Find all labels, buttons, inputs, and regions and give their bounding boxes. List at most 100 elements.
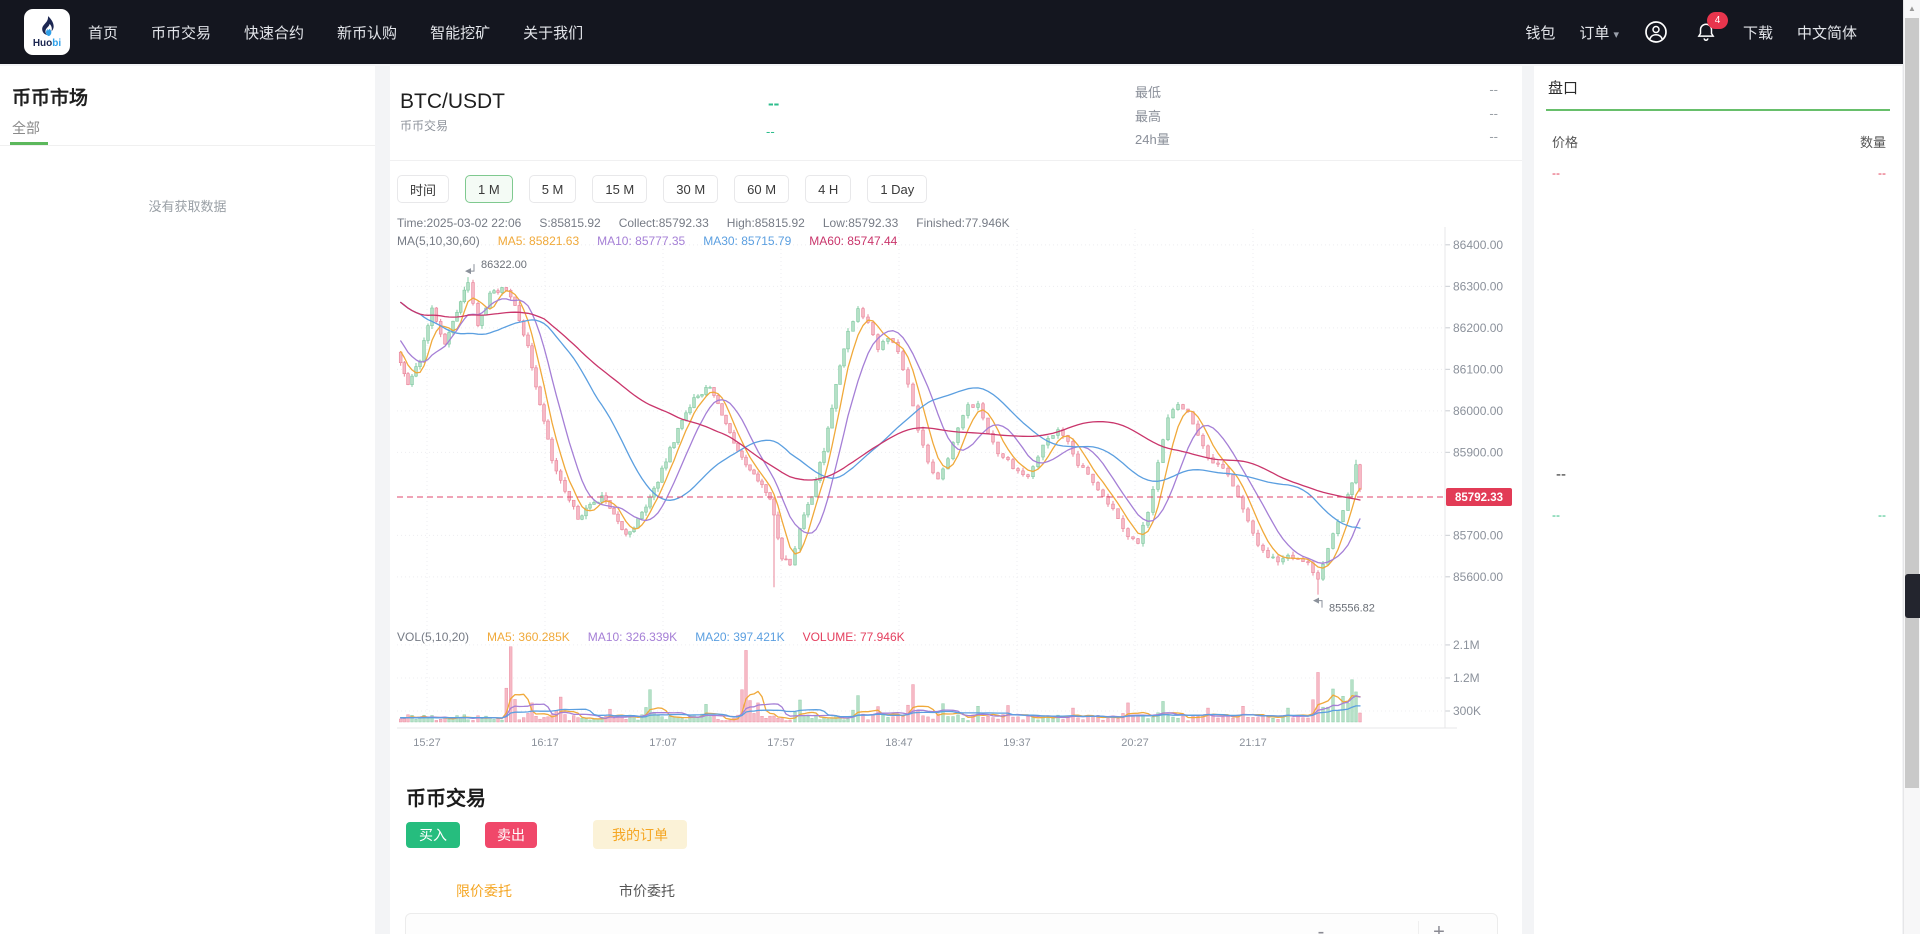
nav-item-fast-contract[interactable]: 快速合约 [244,24,305,42]
svg-text:17:07: 17:07 [649,737,677,749]
ma10-value: MA10: 85777.35 [597,234,686,248]
my-orders-button[interactable]: 我的订单 [593,820,687,849]
svg-text:16:17: 16:17 [531,737,559,749]
svg-text:19:37: 19:37 [1003,737,1031,749]
orderbook-title: 盘口 [1548,80,1579,97]
svg-text:85600.00: 85600.00 [1453,570,1503,584]
info-finished: Finished:77.946K [916,216,1010,230]
chevron-down-icon: ▾ [1613,28,1619,41]
edge-widget[interactable] [1905,574,1920,618]
nav-item-smart-mining[interactable]: 智能挖矿 [430,24,491,42]
svg-text:86300.00: 86300.00 [1453,279,1503,293]
svg-text:1.2M: 1.2M [1453,671,1480,685]
nav-download[interactable]: 下载 [1742,24,1773,42]
tab-limit-order[interactable]: 限价委托 [456,883,512,899]
last-price-placeholder: -- [768,94,780,113]
stepper-plus-button[interactable]: + [1418,921,1459,934]
trade-section-title: 币币交易 [406,788,486,810]
svg-text:21:17: 21:17 [1239,737,1267,749]
vol-group-label: VOL(5,10,20) [397,630,470,644]
sidebar-title: 币币市场 [12,88,89,109]
nav-item-about[interactable]: 关于我们 [523,24,584,42]
timeframe-30m[interactable]: 30 M [663,175,719,203]
nav-item-spot-trade[interactable]: 币币交易 [151,24,212,42]
stat-high-label: 最高 [1135,109,1162,124]
ma30-value: MA30: 85715.79 [703,234,792,248]
huobi-logo[interactable]: Huobi [24,9,70,55]
header-divider [390,160,1522,161]
notification-badge: 4 [1706,12,1728,29]
vol-ma20-value: MA20: 397.421K [695,630,785,644]
stat-low-label: 最低 [1135,85,1162,100]
timeframe-60m[interactable]: 60 M [734,175,790,203]
tab-market-order[interactable]: 市价委托 [619,883,675,899]
svg-text:86200.00: 86200.00 [1453,321,1503,335]
stepper-minus-button[interactable]: - [1317,921,1325,934]
vol-volume-value: VOLUME: 77.946K [802,630,905,644]
kline-chart[interactable]: 86400.00 86300.00 86200.00 86100.00 86000.00… [390,215,1522,773]
scrollbar-thumb[interactable] [1905,18,1919,788]
nav-language[interactable]: 中文简体 [1796,24,1857,42]
svg-text:18:47: 18:47 [885,737,913,749]
ma60-value: MA60: 85747.44 [809,234,898,248]
svg-text:86322.00: 86322.00 [481,259,527,271]
orderbook-underline [1546,109,1890,111]
vol-ma10-value: MA10: 326.339K [587,630,678,644]
svg-text:17:57: 17:57 [767,737,795,749]
sell-button[interactable]: 卖出 [485,822,537,848]
info-time: Time:2025-03-02 22:06 [397,216,522,230]
huobi-logo-text: Huobi [32,37,62,49]
notification-bell-icon[interactable]: 4 [1693,12,1728,45]
nav-orders[interactable]: 订单 ▾ [1579,24,1619,42]
timeframe-5m[interactable]: 5 M [528,175,577,203]
orderbook-col-price: 价格 [1552,135,1579,150]
orderbook-col-amount: 数量 [1859,135,1886,150]
market-sidebar: 币币市场 全部 没有获取数据 [0,66,375,934]
pair-subtitle: 币币交易 [400,119,449,133]
sidebar-tabs: 全部 [0,116,375,146]
nav-wallet[interactable]: 钱包 [1525,24,1556,42]
change-placeholder: -- [766,124,775,139]
timeframe-4h[interactable]: 4 H [805,175,852,203]
ma-info-row: MA(5,10,30,60) MA5: 85821.63 MA10: 85777.3… [397,234,915,248]
scrollbar-up-arrow[interactable]: ▲ [1908,3,1916,13]
svg-text:85556.82: 85556.82 [1329,603,1375,615]
ma-group-label: MA(5,10,30,60) [397,234,480,248]
nav-item-new-coin[interactable]: 新币认购 [337,24,398,42]
timeframe-1m[interactable]: 1 M [465,175,513,203]
orderbook-ask-amount: -- [1878,166,1886,180]
timeframe-15m[interactable]: 15 M [592,175,648,203]
info-collect: Collect:85792.33 [618,216,709,230]
svg-text:15:27: 15:27 [413,737,441,749]
sidebar-tab-underline [10,142,48,145]
svg-text:2.1M: 2.1M [1453,638,1480,652]
chart-card: BTC/USDT 币币交易 -- -- 最低 -- 最高 -- 24h量 -- … [390,66,1522,934]
vol-info-row: VOL(5,10,20) MA5: 360.285K MA10: 326.339K M… [397,630,923,644]
orderbook-card: 盘口 价格 数量 -- -- -- -- -- [1534,66,1902,934]
info-low: Low:85792.33 [822,216,899,230]
sidebar-empty-text: 没有获取数据 [148,199,227,214]
sidebar-tab-all[interactable]: 全部 [12,120,40,136]
info-open: S:85815.92 [539,216,601,230]
svg-text:20:27: 20:27 [1121,737,1149,749]
vol-ma5-value: MA5: 360.285K [487,630,570,644]
orderbook-bid-amount: -- [1878,508,1886,522]
info-high: High:85815.92 [726,216,805,230]
huobi-flame-icon [37,15,57,38]
user-avatar-icon[interactable] [1643,19,1669,45]
timeframe-row: 时间 1 M 5 M 15 M 30 M 60 M 4 H 1 Day [397,175,928,203]
svg-text:85900.00: 85900.00 [1453,445,1503,459]
stat-low-value: -- [1489,82,1498,97]
ma5-value: MA5: 85821.63 [497,234,580,248]
timeframe-1day[interactable]: 1 Day [867,175,928,203]
page-scrollbar[interactable]: ▲ [1903,0,1920,934]
timeframe-label: 时间 [397,175,450,203]
price-stepper[interactable]: - + [405,913,1498,934]
svg-text:85792.33: 85792.33 [1455,492,1503,504]
nav-item-home[interactable]: 首页 [88,24,119,42]
buy-button[interactable]: 买入 [406,822,460,848]
orderbook-bid-price: -- [1552,508,1560,522]
svg-text:85700.00: 85700.00 [1453,528,1503,542]
svg-text:86100.00: 86100.00 [1453,362,1503,376]
